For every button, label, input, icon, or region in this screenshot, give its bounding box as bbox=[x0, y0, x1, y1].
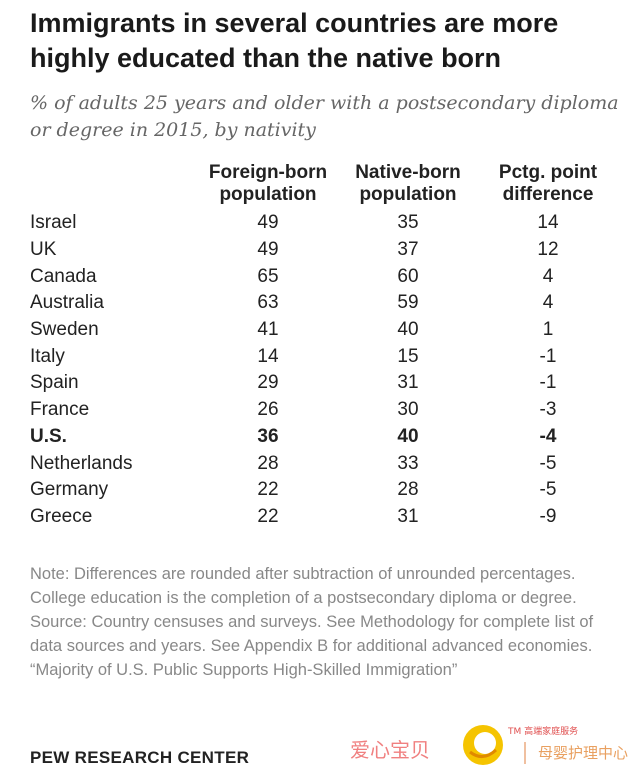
watermark: 爱心宝贝 TM 高端家庭服务 母婴护理中心 bbox=[350, 718, 640, 775]
cell-country: Netherlands bbox=[30, 452, 133, 474]
cell-country: Italy bbox=[30, 345, 65, 367]
table-body: Israel 49 35 14 UK 49 37 12 Canada 65 60 4 Australia… bbox=[26, 210, 618, 530]
cell-native-born: 60 bbox=[397, 265, 419, 287]
chart-subtitle: % of adults 25 years and older with a po… bbox=[30, 92, 619, 141]
cell-foreign-born: 63 bbox=[257, 292, 279, 314]
notes-section: Note: Differences are rounded after subt… bbox=[30, 562, 620, 682]
table-row: Netherlands 28 33 -5 bbox=[26, 450, 618, 477]
cell-native-born: 35 bbox=[397, 212, 419, 234]
report-title: “Majority of U.S. Public Supports High-S… bbox=[30, 661, 458, 679]
cell-native-born: 40 bbox=[397, 319, 419, 341]
cell-difference: -1 bbox=[539, 345, 557, 367]
chart-title: Immigrants in several countries are more… bbox=[30, 8, 559, 73]
cell-foreign-born: 65 bbox=[257, 265, 279, 287]
cell-difference: -5 bbox=[539, 479, 557, 501]
header-difference: Pctg. point difference bbox=[478, 162, 618, 210]
brand-logo: PEW RESEARCH CENTER bbox=[30, 748, 250, 767]
cell-foreign-born: 36 bbox=[257, 425, 279, 447]
table-row: Israel 49 35 14 bbox=[26, 210, 618, 237]
table-row: UK 49 37 12 bbox=[26, 237, 618, 264]
cell-native-born: 33 bbox=[397, 452, 419, 474]
sun-logo-icon bbox=[463, 725, 503, 765]
table-row: Greece 22 31 -9 bbox=[26, 504, 618, 531]
cell-difference: 4 bbox=[542, 265, 554, 287]
header-foreign-born: Foreign-born population bbox=[198, 162, 338, 210]
header-native-born-line1: Native-born bbox=[355, 162, 461, 183]
cell-difference: 1 bbox=[542, 319, 554, 341]
cell-difference: -9 bbox=[539, 505, 557, 527]
cell-native-born: 37 bbox=[397, 239, 419, 261]
cell-native-born: 59 bbox=[397, 292, 419, 314]
table-row: Australia 63 59 4 bbox=[26, 290, 618, 317]
cell-native-born: 15 bbox=[397, 345, 419, 367]
table-header-row: Foreign-born population Native-born popula… bbox=[26, 162, 618, 210]
cell-native-born: 30 bbox=[397, 399, 419, 421]
header-foreign-born-line1: Foreign-born bbox=[208, 162, 328, 183]
cell-difference: -1 bbox=[539, 372, 557, 394]
cell-foreign-born: 29 bbox=[257, 372, 279, 394]
watermark-divider bbox=[524, 742, 526, 764]
table-row: U.S. 36 40 -4 bbox=[26, 424, 618, 451]
header-native-born: Native-born population bbox=[338, 162, 478, 210]
cell-native-born: 31 bbox=[397, 505, 419, 527]
cell-native-born: 28 bbox=[397, 479, 419, 501]
cell-foreign-born: 49 bbox=[257, 212, 279, 234]
watermark-text-left: 爱心宝贝 bbox=[350, 738, 430, 762]
table-row: France 26 30 -3 bbox=[26, 397, 618, 424]
cell-country: Israel bbox=[30, 212, 77, 234]
header-country bbox=[26, 162, 198, 210]
cell-country: Sweden bbox=[30, 319, 99, 341]
note-text: Note: Differences are rounded after subt… bbox=[30, 565, 577, 607]
cell-foreign-born: 22 bbox=[257, 505, 279, 527]
cell-foreign-born: 22 bbox=[257, 479, 279, 501]
cell-country: Spain bbox=[30, 372, 79, 394]
cell-native-born: 40 bbox=[397, 425, 419, 447]
cell-foreign-born: 49 bbox=[257, 239, 279, 261]
watermark-text-right: 母婴护理中心 bbox=[538, 744, 629, 762]
cell-foreign-born: 14 bbox=[257, 345, 279, 367]
source-text: Source: Country censuses and surveys. Se… bbox=[30, 613, 594, 655]
cell-country: Greece bbox=[30, 505, 93, 527]
header-foreign-born-line2: population bbox=[219, 184, 317, 205]
cell-foreign-born: 28 bbox=[257, 452, 279, 474]
cell-country: Canada bbox=[30, 265, 97, 287]
data-table: Foreign-born population Native-born popula… bbox=[26, 162, 618, 530]
cell-difference: -4 bbox=[539, 425, 557, 447]
header-difference-line1: Pctg. point bbox=[498, 162, 598, 183]
table-row: Germany 22 28 -5 bbox=[26, 477, 618, 504]
watermark-tm-text: TM 高端家庭服务 bbox=[508, 727, 579, 737]
cell-difference: -5 bbox=[539, 452, 557, 474]
cell-native-born: 31 bbox=[397, 372, 419, 394]
cell-country: Germany bbox=[30, 479, 109, 501]
cell-difference: 12 bbox=[537, 239, 559, 261]
table-row: Sweden 41 40 1 bbox=[26, 317, 618, 344]
cell-foreign-born: 26 bbox=[257, 399, 279, 421]
cell-country: U.S. bbox=[30, 425, 67, 447]
header-difference-line2: difference bbox=[502, 184, 594, 205]
cell-difference: 14 bbox=[537, 212, 559, 234]
cell-difference: -3 bbox=[539, 399, 557, 421]
table-row: Canada 65 60 4 bbox=[26, 263, 618, 290]
cell-country: France bbox=[30, 399, 90, 421]
cell-country: Australia bbox=[30, 292, 104, 314]
cell-difference: 4 bbox=[542, 292, 554, 314]
cell-foreign-born: 41 bbox=[257, 319, 279, 341]
table-row: Spain 29 31 -1 bbox=[26, 370, 618, 397]
table-row: Italy 14 15 -1 bbox=[26, 343, 618, 370]
header-native-born-line2: population bbox=[359, 184, 457, 205]
cell-country: UK bbox=[30, 239, 57, 261]
